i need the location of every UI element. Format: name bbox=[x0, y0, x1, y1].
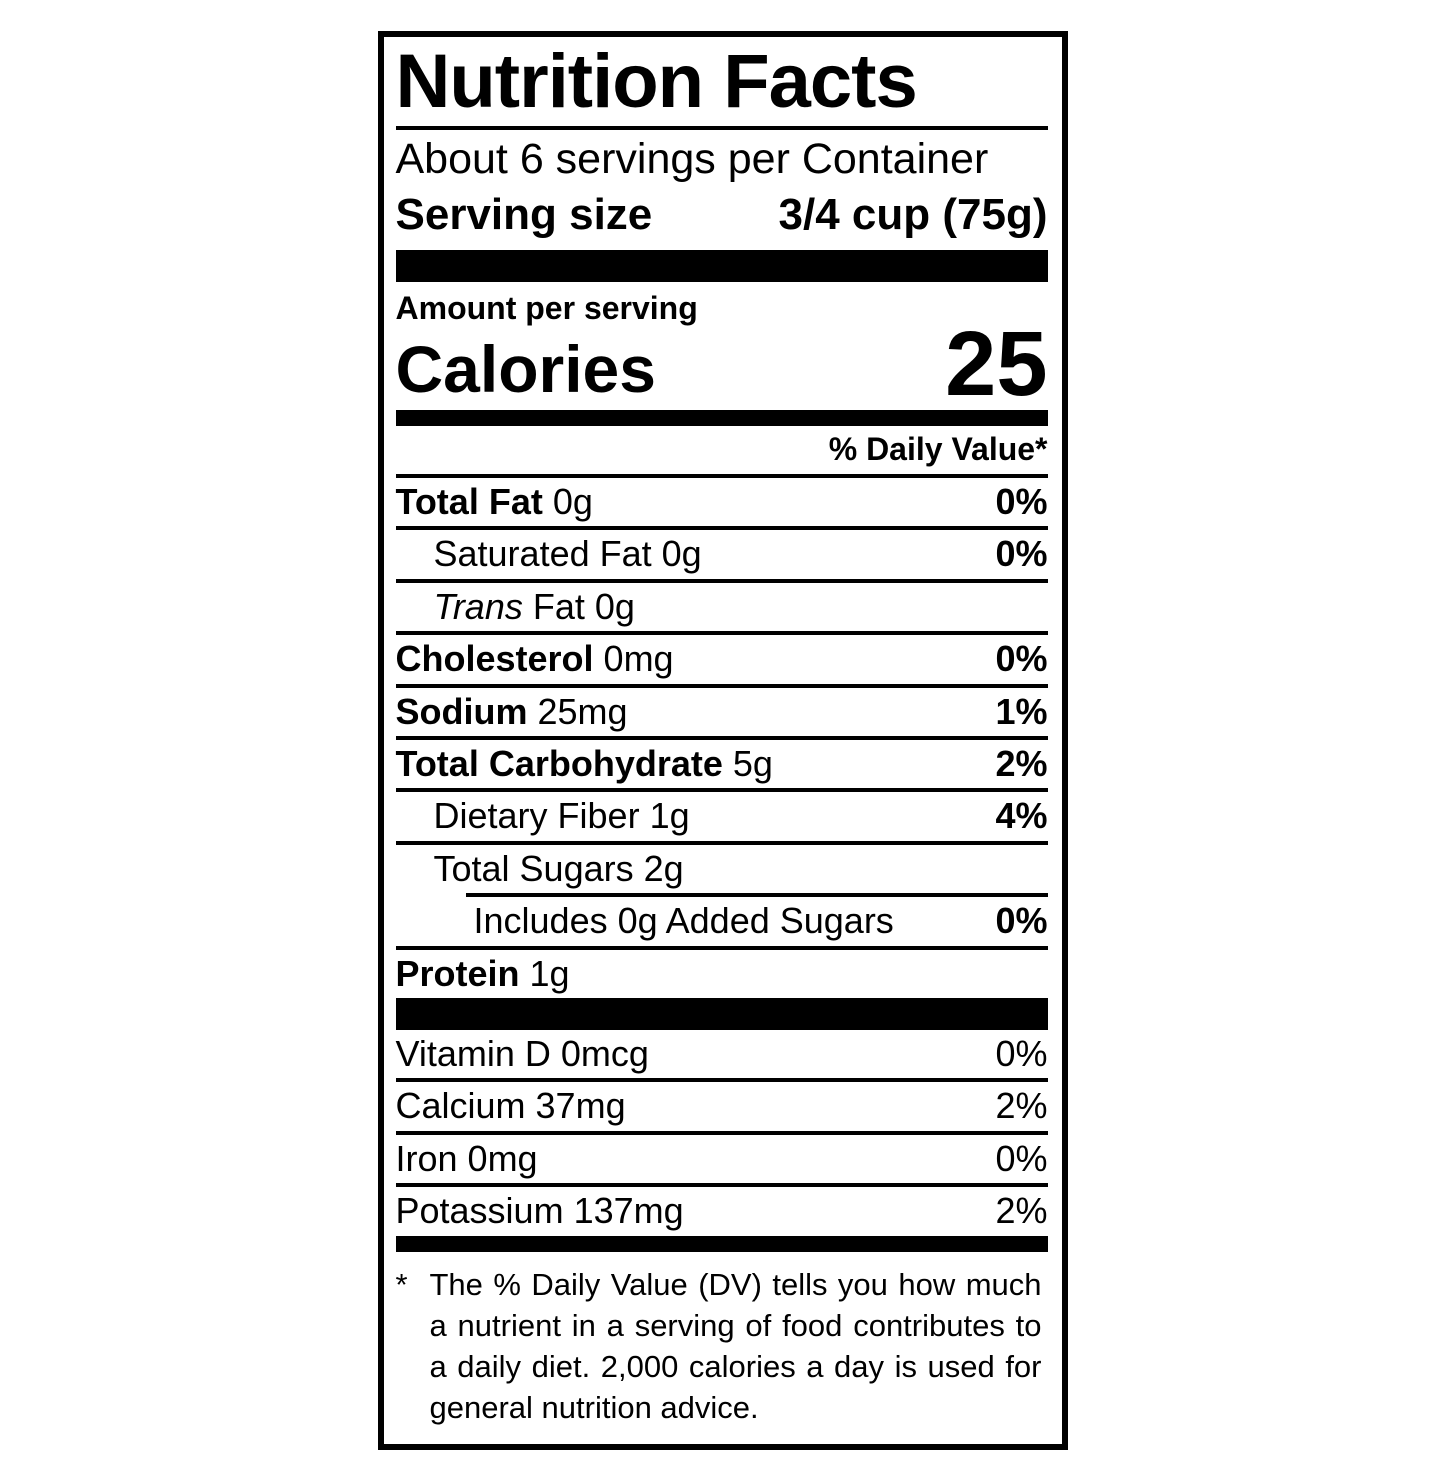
row-saturated-fat: Saturated Fat 0g 0% bbox=[395, 526, 1048, 578]
amount-per-serving-label: Amount per serving bbox=[395, 290, 698, 327]
row-protein: Protein 1g bbox=[395, 945, 1048, 998]
row-sodium: Sodium 25mg 1% bbox=[395, 683, 1048, 736]
nutrient-name: Total Carbohydrate 5g bbox=[395, 743, 773, 785]
daily-value-percent: 4% bbox=[995, 795, 1048, 837]
serving-size-label: Serving size bbox=[395, 189, 653, 239]
calories-value: 25 bbox=[945, 312, 1048, 415]
row-trans-fat: Trans Fat 0g bbox=[395, 578, 1048, 631]
daily-value-percent: 2% bbox=[995, 743, 1048, 785]
nutrient-name: Total Sugars 2g bbox=[433, 847, 684, 889]
section-bar-protein bbox=[395, 998, 1048, 1030]
calories-label: Calories bbox=[395, 332, 656, 407]
row-calcium: Calcium 37mg 2% bbox=[395, 1078, 1048, 1130]
row-potassium: Potassium 137mg 2% bbox=[395, 1183, 1048, 1235]
footnote: * The % Daily Value (DV) tells you how m… bbox=[396, 1252, 1048, 1435]
nutrient-name: Vitamin D 0mcg bbox=[395, 1033, 649, 1074]
row-vitamin-d: Vitamin D 0mcg 0% bbox=[396, 1030, 1048, 1078]
section-bar-footnote bbox=[395, 1235, 1048, 1252]
daily-value-percent: 0% bbox=[995, 1033, 1048, 1074]
row-total-fat: Total Fat 0g 0% bbox=[395, 474, 1048, 526]
nutrient-table: Total Fat 0g 0% Saturated Fat 0g 0% Trans Fa… bbox=[395, 474, 1048, 998]
servings-per-container: About 6 servings per Container bbox=[395, 135, 989, 184]
row-includes-0g-added-sugars: Includes 0g Added Sugars 0% bbox=[396, 893, 1048, 945]
footnote-text: The % Daily Value (DV) tells you how muc… bbox=[429, 1266, 1042, 1426]
daily-value-percent: 0% bbox=[995, 533, 1048, 575]
nutrient-name: Iron 0mg bbox=[395, 1137, 538, 1179]
section-bar-calories bbox=[395, 410, 1048, 427]
nutrient-name: Dietary Fiber 1g bbox=[433, 795, 690, 837]
daily-value-percent: 2% bbox=[995, 1190, 1048, 1232]
title-divider bbox=[395, 126, 1048, 131]
label-title: Nutrition Facts bbox=[395, 39, 918, 124]
daily-value-percent: 2% bbox=[995, 1085, 1048, 1127]
section-bar-top bbox=[395, 250, 1048, 283]
row-iron: Iron 0mg 0% bbox=[395, 1130, 1048, 1183]
footnote-asterisk: * bbox=[395, 1266, 408, 1302]
nutrient-name: Potassium 137mg bbox=[395, 1190, 684, 1232]
nutrient-name: Total Fat 0g bbox=[395, 481, 593, 523]
daily-value-percent: 0% bbox=[995, 1137, 1048, 1179]
vitamin-table: Vitamin D 0mcg 0% Calcium 37mg 2% Iron 0mg 0%… bbox=[395, 1030, 1048, 1236]
nutrient-name: Cholesterol 0mg bbox=[395, 638, 674, 680]
daily-value-percent: 0% bbox=[995, 481, 1048, 523]
row-dietary-fiber: Dietary Fiber 1g 4% bbox=[395, 788, 1048, 840]
nutrient-name: Protein 1g bbox=[395, 952, 570, 994]
nutrient-name: Saturated Fat 0g bbox=[433, 533, 702, 575]
row-total-carbohydrate: Total Carbohydrate 5g 2% bbox=[395, 736, 1048, 788]
serving-size-row: Serving size 3/4 cup (75g) bbox=[396, 189, 1048, 242]
serving-size-value: 3/4 cup (75g) bbox=[778, 189, 1048, 239]
nutrition-facts-label: Nutrition Facts About 6 servings per Con… bbox=[377, 31, 1068, 1451]
row-cholesterol: Cholesterol 0mg 0% bbox=[395, 631, 1048, 683]
daily-value-percent: 0% bbox=[995, 900, 1048, 942]
daily-value-header: % Daily Value* bbox=[828, 431, 1048, 468]
row-total-sugars: Total Sugars 2g bbox=[395, 840, 1048, 893]
calories-row: Calories 25 bbox=[395, 312, 1048, 415]
nutrient-name: Trans Fat 0g bbox=[433, 585, 635, 627]
daily-value-percent: 1% bbox=[995, 690, 1048, 732]
daily-value-percent: 0% bbox=[995, 638, 1048, 680]
nutrient-name: Sodium 25mg bbox=[395, 690, 628, 732]
nutrient-name: Calcium 37mg bbox=[395, 1085, 626, 1127]
nutrient-name: Includes 0g Added Sugars bbox=[473, 900, 894, 942]
